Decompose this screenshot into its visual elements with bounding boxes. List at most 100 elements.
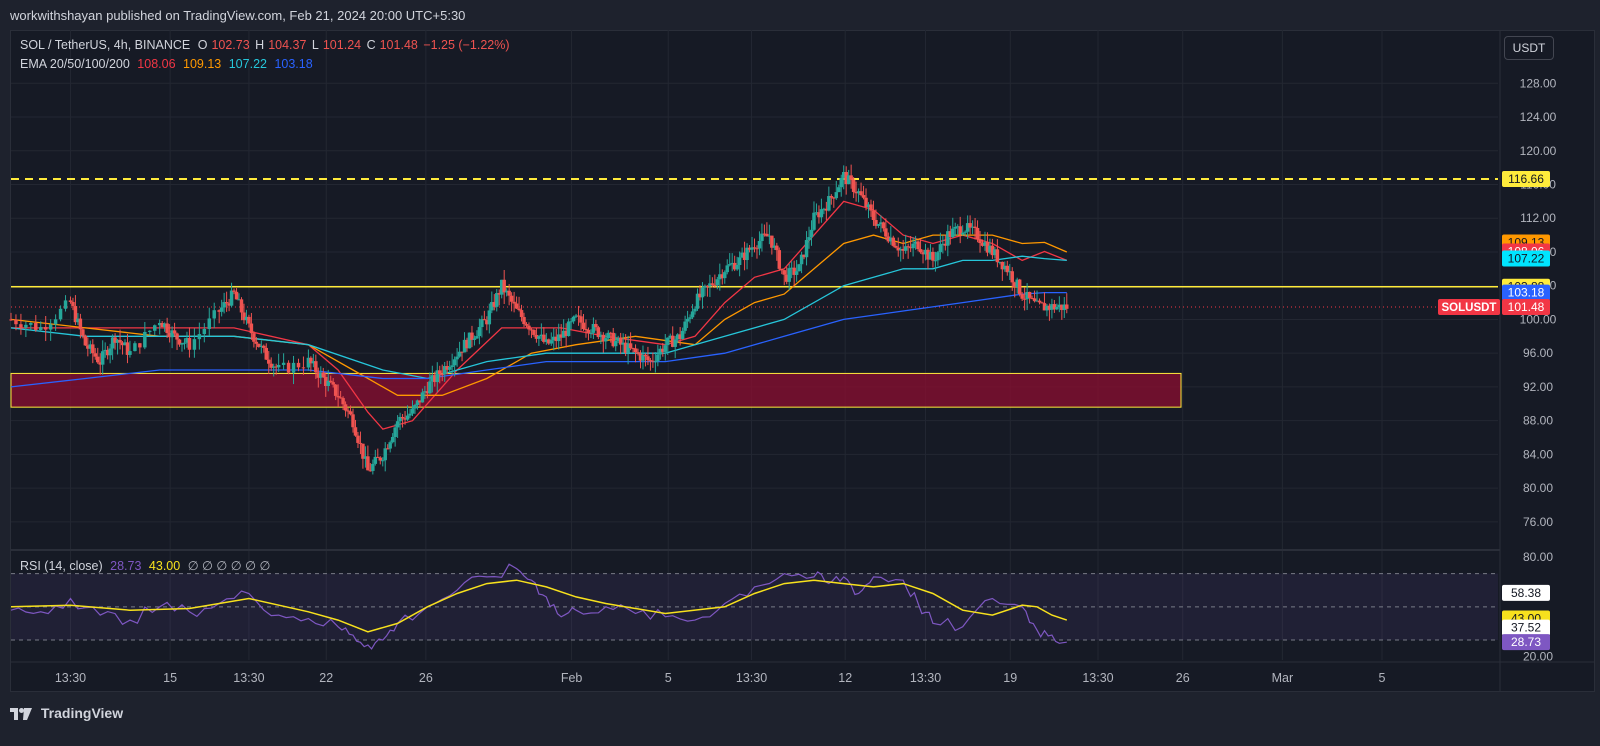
ohlc-close-label: C: [366, 38, 376, 52]
candle-body: [167, 333, 172, 338]
candle-body: [517, 308, 521, 311]
candle-body: [576, 315, 581, 317]
candle-body: [646, 356, 650, 361]
rsi-axis-tag-label: 37.52: [1511, 621, 1541, 635]
candle-body: [730, 262, 734, 265]
candle-body: [690, 311, 695, 318]
price-tick-label: 80.00: [1523, 481, 1553, 495]
candle-body: [931, 251, 935, 261]
rsi-label[interactable]: RSI (14, close): [20, 559, 103, 573]
candle-body: [361, 443, 365, 459]
candle-body: [338, 397, 343, 399]
candle-body: [115, 339, 120, 343]
rsi-legend: RSI (14, close) 28.73 43.00 ∅ ∅ ∅ ∅ ∅ ∅: [20, 558, 274, 573]
candle-body: [710, 283, 715, 285]
candle-body: [224, 302, 229, 304]
candle-body: [438, 370, 442, 374]
candle-body: [993, 249, 997, 256]
price-axis-tag-label: 107.22: [1508, 252, 1545, 266]
candle-body: [83, 335, 88, 346]
candle-body: [269, 363, 273, 368]
price-tick-label: 76.00: [1523, 515, 1553, 529]
candle-body: [851, 179, 856, 193]
candle-body: [403, 418, 407, 420]
candle-body: [1047, 305, 1052, 310]
candle-body: [889, 237, 893, 242]
candle-body: [1057, 304, 1062, 308]
candle-body: [673, 339, 677, 347]
time-tick-label: 19: [1003, 671, 1017, 685]
candle-body: [381, 460, 385, 462]
ema-label[interactable]: EMA 20/50/100/200: [20, 57, 130, 71]
tradingview-brand[interactable]: TradingView: [10, 700, 123, 726]
candle-body: [643, 354, 648, 357]
candle-body: [368, 470, 373, 472]
price-tick-label: 100.00: [1520, 312, 1557, 326]
candle-body: [616, 337, 620, 341]
candle-body: [413, 404, 417, 409]
candle-body: [418, 400, 422, 403]
candle-body: [271, 366, 276, 368]
candle-body: [1005, 265, 1010, 273]
candle-body: [780, 268, 784, 271]
rsi-line: [10, 563, 1067, 650]
candle-body: [274, 366, 278, 368]
candle-body: [118, 339, 122, 343]
time-tick-label: 13:30: [910, 671, 941, 685]
candle-body: [884, 228, 888, 237]
candle-body: [383, 448, 387, 461]
candle-body: [556, 334, 561, 342]
candle-body: [311, 361, 316, 364]
candle-body: [1027, 291, 1032, 298]
candle-body: [656, 354, 660, 362]
candle-body: [683, 321, 687, 331]
rsi-ma-value: 43.00: [148, 559, 181, 573]
candle-body: [1022, 298, 1027, 300]
candle-body: [91, 344, 95, 354]
candle-body: [980, 243, 985, 246]
candle-body: [148, 330, 152, 332]
candle-body: [965, 223, 970, 232]
candle-body: [457, 351, 462, 357]
candle-body: [918, 249, 923, 253]
candle-body: [794, 271, 799, 275]
candle-body: [423, 391, 427, 393]
candle-body: [356, 435, 360, 443]
candle-body: [73, 306, 78, 323]
candle-body: [408, 413, 412, 416]
candle-body: [254, 341, 259, 344]
ema50-value: 109.13: [183, 57, 222, 71]
candle-body: [941, 243, 945, 245]
candle-body: [314, 361, 318, 373]
candle-body: [998, 261, 1002, 263]
candle-body: [328, 380, 333, 383]
candle-body: [512, 301, 516, 304]
symbol-title[interactable]: SOL / TetherUS, 4h, BINANCE: [20, 38, 191, 52]
rsi-axis-tag: [1502, 619, 1550, 636]
candle-body: [480, 319, 484, 328]
candle-body: [663, 345, 668, 352]
candle-body: [869, 204, 873, 211]
candle-body: [108, 348, 112, 356]
currency-unit-button[interactable]: USDT: [1504, 36, 1554, 60]
candle-body: [110, 337, 115, 349]
candle-body: [586, 329, 591, 334]
price-axis-tag-label: 103.18: [1508, 286, 1545, 300]
candle-body: [623, 342, 628, 353]
candle-body: [172, 330, 177, 334]
candle-body: [252, 333, 256, 342]
candle-body: [442, 366, 447, 375]
symbol-tag: [1438, 298, 1500, 315]
candle-body: [63, 300, 68, 309]
candle-body: [58, 308, 63, 320]
ema20-value: 108.06: [137, 57, 176, 71]
candle-body: [507, 290, 511, 296]
candle-body: [552, 336, 556, 341]
candle-body: [542, 334, 546, 342]
candle-body: [133, 343, 137, 352]
candle-body: [400, 416, 405, 419]
candle-body: [229, 290, 234, 306]
rsi-band: [11, 573, 1498, 641]
ohlc-high: 104.37: [268, 38, 307, 52]
